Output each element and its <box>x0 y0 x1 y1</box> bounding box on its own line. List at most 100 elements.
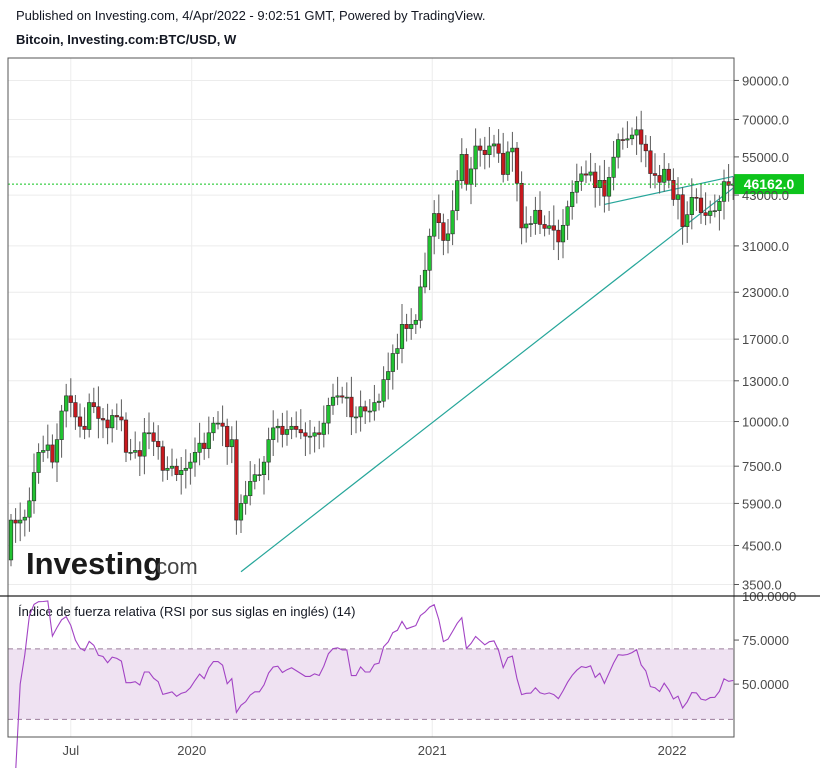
candle-up <box>326 405 331 424</box>
candle-down <box>404 324 409 329</box>
candle-up <box>238 503 244 521</box>
last-price-marker: 46162.0 <box>8 174 804 195</box>
candle-up <box>353 416 359 419</box>
candle-down <box>703 212 708 216</box>
candle-down <box>96 406 101 419</box>
candle-up <box>64 395 69 412</box>
candle-up <box>146 432 152 435</box>
price-tick-label: 10000.0 <box>742 415 789 430</box>
candle-up <box>376 400 382 403</box>
trendline <box>604 175 734 205</box>
candle-down <box>464 154 469 185</box>
candle-up <box>188 461 193 469</box>
candle-up <box>662 168 667 183</box>
candle-up <box>284 429 290 435</box>
candle-up <box>252 474 257 482</box>
candle-down <box>225 425 230 448</box>
candle-down <box>363 406 368 412</box>
rsi-tick-label: 75.0000 <box>742 633 789 648</box>
candle-down <box>556 229 561 243</box>
candle-down <box>551 225 556 231</box>
candle-up <box>629 134 635 140</box>
symbol-title: Bitcoin, Investing.com:BTC/USD, W <box>16 32 237 47</box>
candle-up <box>390 353 395 372</box>
candle-up <box>574 180 579 193</box>
candle-up <box>491 143 497 147</box>
candle-up <box>206 432 211 449</box>
candle-up <box>712 210 717 212</box>
candle-down <box>514 147 520 184</box>
candle-down <box>602 180 607 197</box>
candle-down <box>652 173 658 176</box>
candle-down <box>298 429 303 434</box>
candle-up <box>685 214 690 227</box>
candle-down <box>174 465 179 475</box>
investing-watermark: Investing .com <box>26 546 198 581</box>
candle-down <box>68 395 73 403</box>
candle-down <box>317 432 322 435</box>
price-tick-label: 55000.0 <box>742 150 789 165</box>
candle-down <box>726 181 731 186</box>
candle-up <box>468 168 474 185</box>
candle-up <box>386 371 391 380</box>
candle-up <box>524 223 529 229</box>
candle-up <box>261 461 267 475</box>
candle-up <box>675 194 681 200</box>
time-tick-label: 2022 <box>658 743 687 758</box>
candle-up <box>128 452 133 454</box>
candle-up <box>422 269 428 288</box>
trendlines <box>240 175 734 573</box>
candle-up <box>708 210 713 216</box>
candle-up <box>142 432 147 457</box>
candle-down <box>639 129 644 145</box>
candle-down <box>100 418 106 421</box>
candle-up <box>344 396 349 399</box>
candle-down <box>220 422 225 427</box>
candle-down <box>294 425 299 430</box>
rsi-line <box>15 600 734 768</box>
candle-up <box>395 348 400 354</box>
candle-up <box>413 319 418 325</box>
candle-up <box>367 410 372 413</box>
candle-down <box>280 425 285 435</box>
candle-up <box>588 171 593 176</box>
watermark-suffix: .com <box>150 554 198 579</box>
candle-up <box>243 495 248 504</box>
candle-up <box>192 452 198 463</box>
candle-up <box>717 201 722 211</box>
candle-up <box>579 173 584 182</box>
candle-down <box>91 402 96 408</box>
time-tick-label: 2020 <box>177 743 206 758</box>
candle-up <box>165 467 170 471</box>
candle-down <box>82 425 87 430</box>
candle-up <box>427 235 432 271</box>
candle-up <box>459 154 464 181</box>
candle-down <box>13 519 18 524</box>
candle-down <box>620 139 625 141</box>
price-tick-label: 31000.0 <box>742 239 789 254</box>
candle-up <box>505 151 510 175</box>
rsi-band <box>8 648 734 720</box>
candle-up <box>611 156 616 178</box>
candle-down <box>680 194 685 227</box>
candle-down <box>151 432 156 442</box>
candle-down <box>349 396 354 418</box>
candle-down <box>50 444 55 463</box>
candle-up <box>335 395 340 398</box>
candle-down <box>234 439 239 521</box>
candle-up <box>570 191 575 208</box>
candle-down <box>77 416 83 427</box>
candle-up <box>22 516 27 521</box>
candle-up <box>445 233 451 241</box>
rsi-tick-label: 50.0000 <box>742 677 789 692</box>
candle-up <box>211 422 216 434</box>
candle-up <box>565 206 570 226</box>
watermark-brand: Investing <box>26 546 162 581</box>
trendline <box>240 187 734 573</box>
candle-up <box>27 500 32 518</box>
candle-down <box>583 173 589 176</box>
candle-down <box>303 432 308 437</box>
time-tick-label: Jul <box>62 743 79 758</box>
chart-frame <box>0 57 820 738</box>
candle-down <box>671 180 676 200</box>
